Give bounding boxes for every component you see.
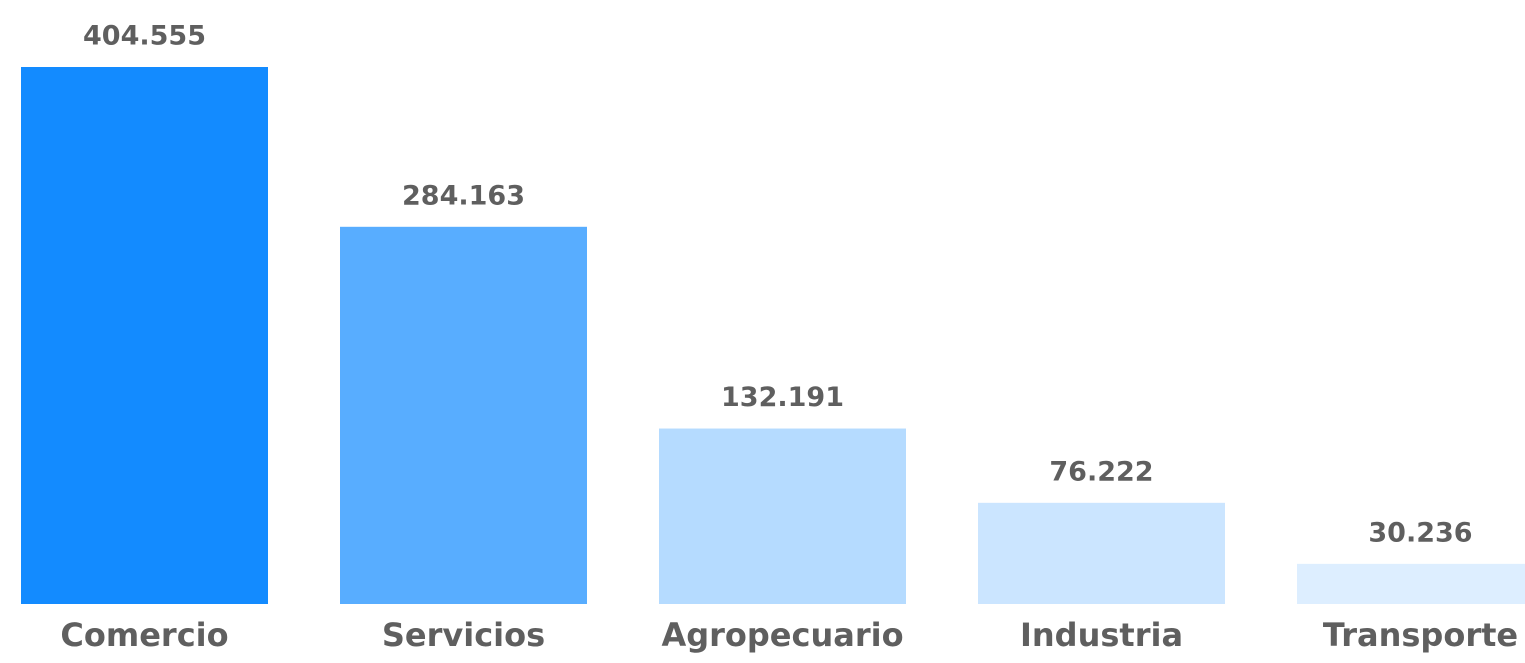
bar [21,67,268,604]
category-label: Servicios [382,616,545,654]
bar [978,502,1225,604]
bar [340,226,587,604]
category-label: Comercio [60,616,228,654]
value-label: 284.163 [402,180,525,211]
category-label: Transporte [1323,616,1518,654]
value-label: 404.555 [83,21,206,52]
category-label: Industria [1020,616,1183,654]
category-label: Agropecuario [661,616,903,654]
bar [1297,563,1525,604]
value-label: 76.222 [1049,456,1153,487]
bar [659,428,906,604]
value-label: 30.236 [1368,517,1472,548]
value-label: 132.191 [721,382,844,413]
